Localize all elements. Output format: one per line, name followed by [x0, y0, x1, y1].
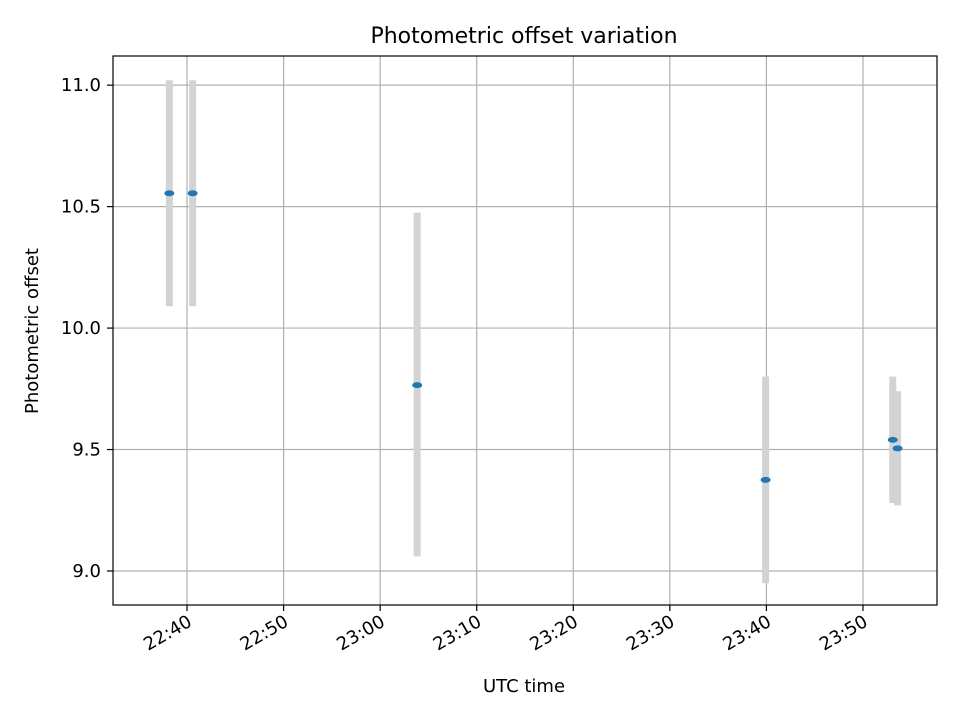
data-point: [892, 445, 903, 452]
chart-title: Photometric offset variation: [370, 24, 677, 49]
y-tick-label: 9.0: [72, 561, 101, 582]
y-axis-label: Photometric offset: [22, 248, 43, 414]
data-point: [887, 436, 898, 443]
grid-lines: [113, 56, 937, 605]
y-axis-ticks: 9.0 9.5 10.0 10.5 11.0: [61, 75, 113, 582]
x-axis-label: UTC time: [483, 676, 565, 697]
y-tick-label: 10.0: [61, 318, 101, 339]
data-point: [187, 190, 198, 197]
plot-area-frame: [112, 55, 938, 606]
data-point: [164, 190, 175, 197]
y-tick-label: 10.5: [61, 197, 101, 218]
data-point: [412, 382, 423, 389]
y-tick-label: 9.5: [72, 440, 101, 461]
data-points: [164, 190, 903, 483]
data-point: [760, 476, 771, 483]
y-tick-label: 11.0: [61, 75, 101, 96]
